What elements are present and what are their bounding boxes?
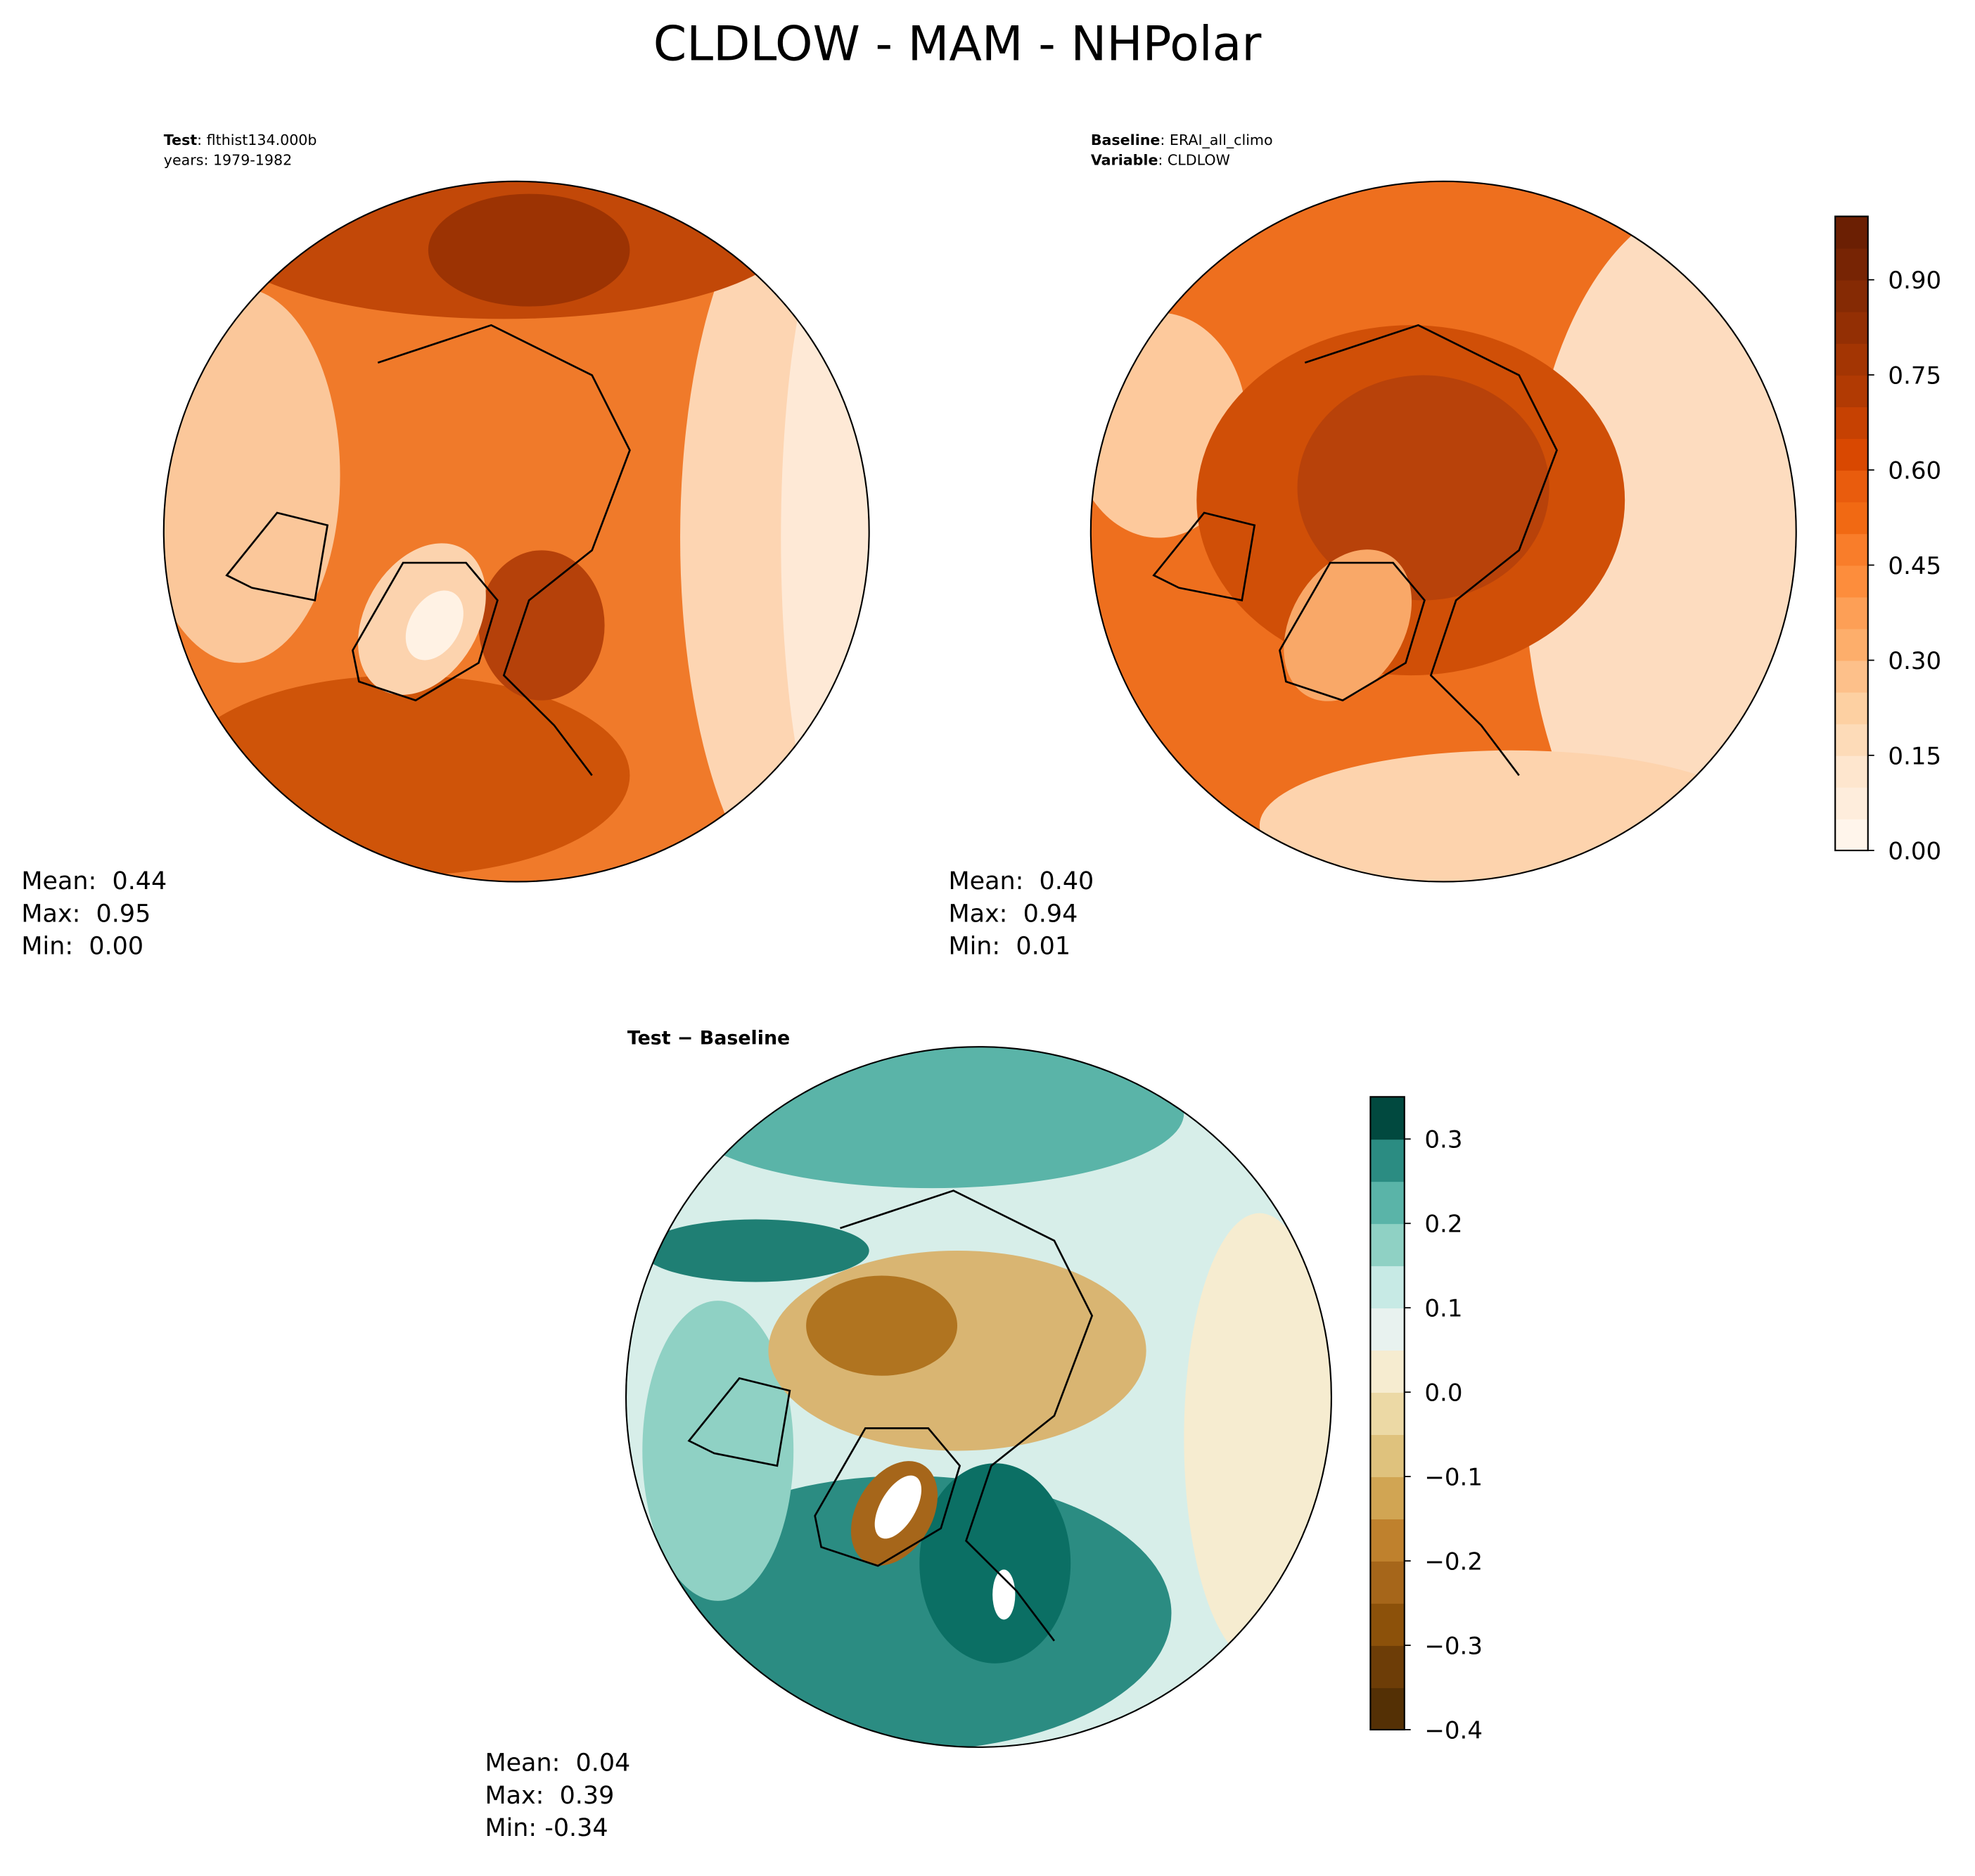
colorbar-band bbox=[1835, 248, 1868, 281]
colorbar-band bbox=[1370, 1139, 1405, 1182]
colorbar-band bbox=[1835, 596, 1868, 630]
colorbar-frame bbox=[1834, 215, 1869, 852]
colorbar-tick-label: 0.0 bbox=[1424, 1379, 1462, 1407]
panel-header: Baseline: ERAI_all_climo bbox=[1091, 132, 1273, 148]
colorbar-tick-label: 0.90 bbox=[1888, 267, 1941, 294]
figure-title: CLDLOW - MAM - NHPolar bbox=[653, 16, 1262, 72]
header-text: : flthist134.000b bbox=[197, 132, 317, 148]
colorbar-tick-label: 0.2 bbox=[1424, 1211, 1462, 1238]
colorbar-band bbox=[1835, 818, 1868, 851]
map-border bbox=[1089, 180, 1797, 883]
colorbar-tick-label: −0.2 bbox=[1424, 1548, 1483, 1576]
map-border bbox=[625, 1046, 1332, 1748]
stat-line: Mean: 0.04 bbox=[485, 1749, 630, 1778]
colorbar-band bbox=[1370, 1223, 1405, 1267]
colorbar-band bbox=[1835, 438, 1868, 471]
colorbar-band bbox=[1370, 1350, 1405, 1393]
colorbar-frame bbox=[1369, 1096, 1405, 1731]
stat-line: Max: 0.39 bbox=[485, 1782, 614, 1810]
colorbar-band bbox=[1835, 470, 1868, 503]
colorbar-band bbox=[1835, 311, 1868, 344]
colorbar-band bbox=[1370, 1561, 1405, 1604]
colorbar-tick-label: −0.1 bbox=[1424, 1464, 1483, 1491]
header-bold: Variable bbox=[1091, 152, 1158, 169]
stat-line: Min: 0.00 bbox=[21, 933, 143, 961]
stat-line: Max: 0.95 bbox=[21, 900, 151, 928]
colorbar-band bbox=[1835, 279, 1868, 312]
header-text: years: 1979-1982 bbox=[164, 152, 292, 169]
colorbar-tick-label: 0.30 bbox=[1888, 647, 1941, 675]
colorbar-tick-label: 0.15 bbox=[1888, 742, 1941, 770]
map-test bbox=[163, 181, 869, 882]
map-baseline bbox=[1090, 181, 1796, 882]
colorbar-tick-label: 0.3 bbox=[1424, 1126, 1462, 1154]
map-difference bbox=[626, 1047, 1331, 1747]
stat-line: Mean: 0.44 bbox=[21, 867, 167, 895]
colorbar-band bbox=[1835, 723, 1868, 756]
colorbar-tick-label: −0.4 bbox=[1424, 1717, 1483, 1744]
colorbar-band bbox=[1835, 216, 1868, 249]
colorbar-band bbox=[1835, 565, 1868, 598]
colorbar-band bbox=[1370, 1181, 1405, 1225]
colorbar-band bbox=[1835, 786, 1868, 819]
colorbar-band bbox=[1835, 407, 1868, 439]
colorbar-band bbox=[1370, 1392, 1405, 1436]
stat-line: Min: 0.01 bbox=[948, 933, 1070, 961]
colorbar-band bbox=[1835, 533, 1868, 566]
colorbar-tick-label: 0.00 bbox=[1888, 838, 1941, 865]
panel-header: Test: flthist134.000b bbox=[164, 132, 317, 148]
stat-line: Max: 0.94 bbox=[948, 900, 1078, 928]
colorbar-tick-label: 0.45 bbox=[1888, 552, 1941, 580]
colorbar-band bbox=[1370, 1308, 1405, 1351]
stat-line: Mean: 0.40 bbox=[948, 867, 1094, 895]
colorbar-band bbox=[1835, 660, 1868, 693]
colorbar-band bbox=[1835, 628, 1868, 661]
colorbar-band bbox=[1835, 502, 1868, 535]
panel-header: Test − Baseline bbox=[627, 1028, 790, 1049]
colorbar-band bbox=[1370, 1476, 1405, 1519]
header-bold: Baseline bbox=[1091, 132, 1161, 148]
colorbar-tick-label: 0.60 bbox=[1888, 457, 1941, 485]
colorbar-band bbox=[1835, 755, 1868, 788]
header-text: : CLDLOW bbox=[1158, 152, 1229, 169]
panel-header: years: 1979-1982 bbox=[164, 152, 292, 169]
panel-header: Variable: CLDLOW bbox=[1091, 152, 1230, 169]
stat-line: Min: -0.34 bbox=[485, 1814, 608, 1842]
header-bold: Test − Baseline bbox=[627, 1028, 790, 1049]
header-text: : ERAI_all_climo bbox=[1160, 132, 1272, 148]
colorbar-tick-label: 0.1 bbox=[1424, 1295, 1462, 1322]
colorbar-band bbox=[1370, 1434, 1405, 1477]
colorbar-band bbox=[1370, 1265, 1405, 1309]
colorbar-band bbox=[1835, 374, 1868, 407]
map-border bbox=[162, 180, 870, 883]
colorbar-band bbox=[1370, 1519, 1405, 1562]
colorbar-tick-label: −0.3 bbox=[1424, 1633, 1483, 1660]
colorbar-band bbox=[1835, 343, 1868, 376]
colorbar-band bbox=[1370, 1603, 1405, 1646]
colorbar-band bbox=[1370, 1097, 1405, 1140]
colorbar-band bbox=[1370, 1645, 1405, 1688]
colorbar-tick-label: 0.75 bbox=[1888, 362, 1941, 390]
colorbar-band bbox=[1835, 691, 1868, 725]
colorbar-band bbox=[1370, 1687, 1405, 1730]
header-bold: Test bbox=[164, 132, 198, 148]
